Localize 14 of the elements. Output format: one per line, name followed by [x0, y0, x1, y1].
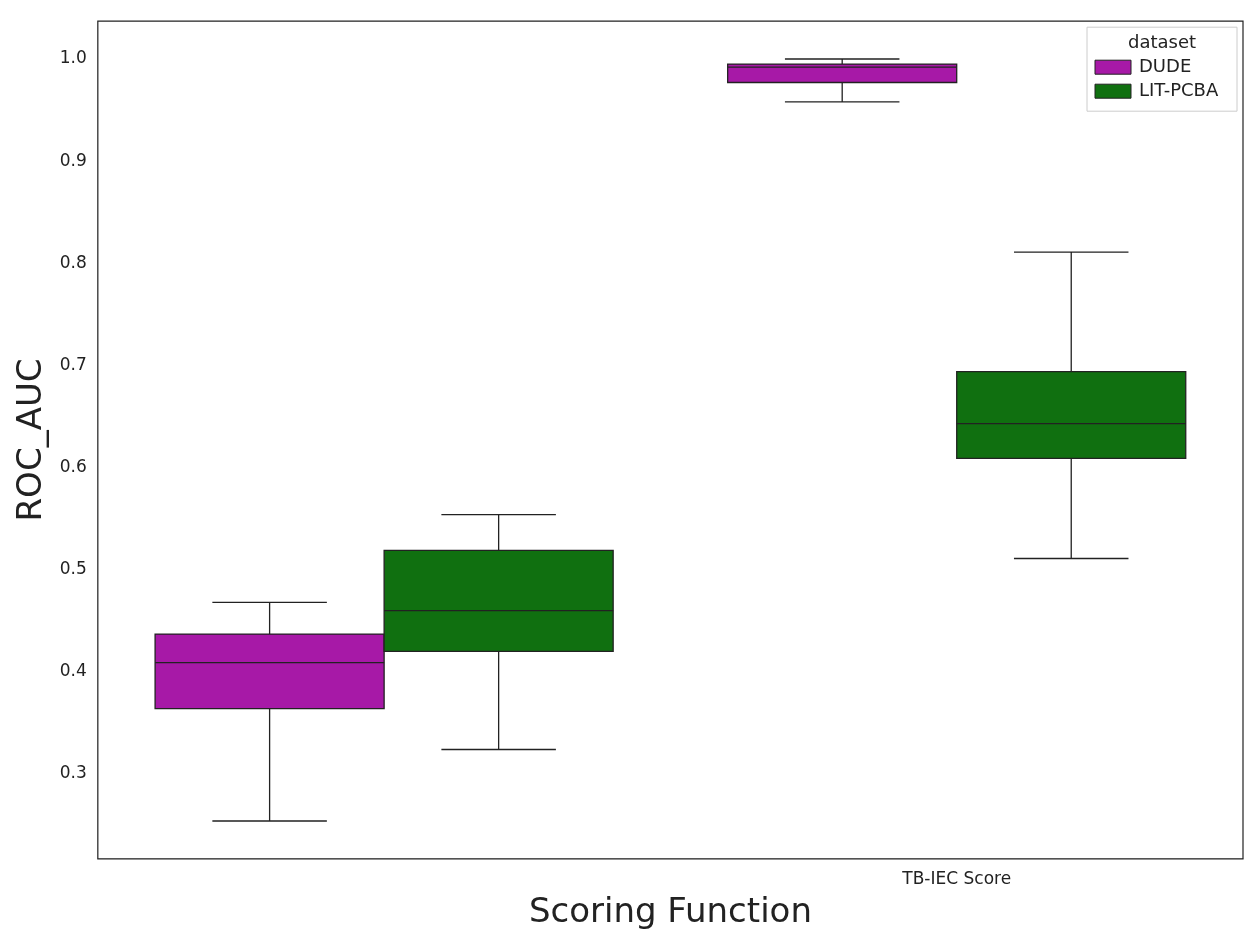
y-tick-label: 1.0: [59, 47, 87, 68]
y-tick-label: 0.7: [59, 353, 87, 374]
y-tick-label: 0.3: [59, 762, 87, 783]
x-tick-label: TB-IEC Score: [901, 868, 1012, 889]
y-tick-label: 0.6: [59, 456, 87, 476]
y-tick-label: 0.9: [59, 149, 87, 170]
y-tick-label: 0.5: [59, 558, 87, 579]
x-axis-title: Scoring Function: [528, 890, 812, 931]
y-axis-title: ROC_AUC: [9, 358, 50, 522]
legend-label: DUDE: [1139, 54, 1192, 76]
y-tick-label: 0.4: [59, 660, 87, 681]
y-tick-label: 0.8: [59, 251, 87, 272]
legend-label: LIT-PCBA: [1139, 78, 1219, 100]
legend-title: dataset: [1127, 30, 1197, 52]
